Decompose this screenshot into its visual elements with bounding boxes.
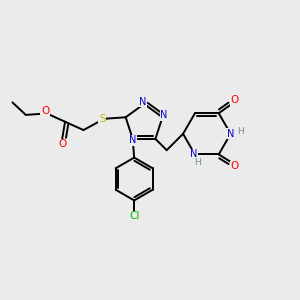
- Text: O: O: [41, 106, 49, 116]
- Text: N: N: [160, 110, 168, 120]
- Text: N: N: [227, 129, 234, 139]
- Text: O: O: [230, 95, 238, 105]
- Text: O: O: [230, 161, 238, 171]
- Text: H: H: [194, 158, 201, 167]
- Text: N: N: [129, 135, 136, 146]
- Text: H: H: [237, 127, 244, 136]
- Text: O: O: [58, 139, 66, 149]
- Text: S: S: [99, 114, 106, 124]
- Text: N: N: [139, 97, 146, 107]
- Text: N: N: [190, 149, 197, 159]
- Text: Cl: Cl: [129, 211, 140, 221]
